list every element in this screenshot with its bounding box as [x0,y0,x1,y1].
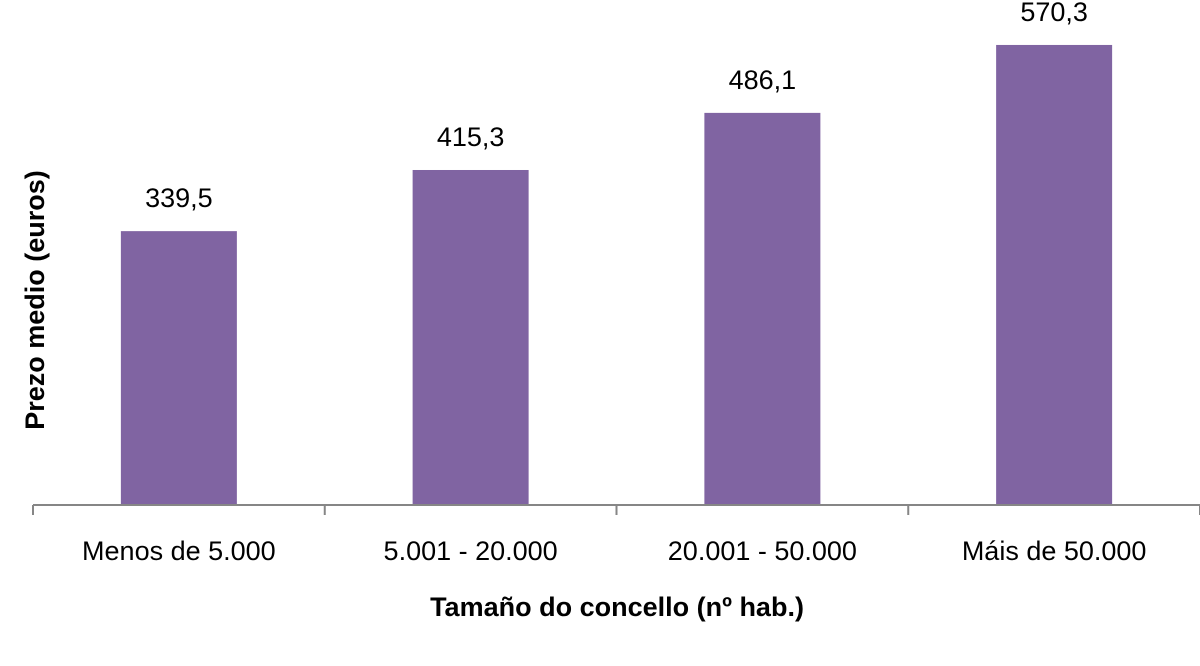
x-tick-label: Máis de 50.000 [962,536,1147,566]
x-axis-title: Tamaño do concello (nº hab.) [430,592,804,622]
x-tick-label: 20.001 - 50.000 [668,536,857,566]
bar [704,112,821,505]
x-tick-labels-group: Menos de 5.000 5.001 - 20.000 20.001 - 50.… [82,536,1146,566]
bars-group [120,44,1113,506]
data-label: 570,3 [1020,0,1088,27]
data-label: 415,3 [437,122,505,152]
y-axis-title: Prezo medio (euros) [20,170,50,430]
x-tick-label: 5.001 - 20.000 [384,536,558,566]
data-label: 486,1 [729,65,797,95]
bar [996,44,1113,505]
x-tick-label: Menos de 5.000 [82,536,276,566]
bar [412,169,529,505]
x-ticks-group [32,505,1200,515]
data-label: 339,5 [145,183,213,213]
bar [120,231,237,506]
data-labels-group: 339,5 415,3 486,1 570,3 [145,0,1088,213]
